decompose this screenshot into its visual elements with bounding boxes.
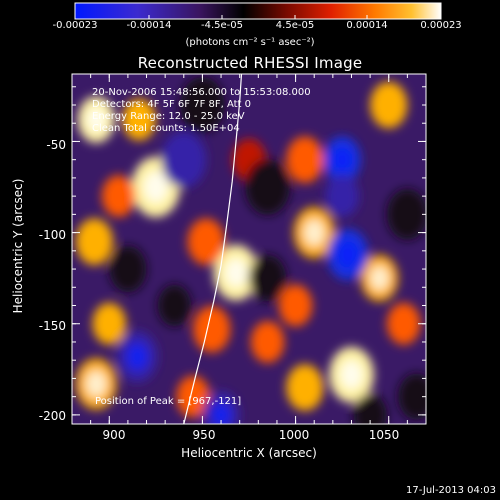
negative-blob: [157, 284, 192, 327]
blob-core: [143, 171, 168, 203]
x-tick-label: 1000: [278, 428, 310, 442]
negative-blob: [249, 254, 287, 302]
axis-ticks: [71, 74, 427, 424]
emission-blob: [193, 305, 231, 353]
colorbar-tick-label: 0.00014: [346, 20, 388, 31]
x-tick-label: 1050: [368, 428, 400, 442]
emission-blob: [92, 302, 127, 345]
blob-core: [340, 360, 363, 390]
negative-blob: [386, 188, 426, 240]
colorbar-tick-label: 4.5e-05: [275, 20, 315, 31]
blob-core: [224, 258, 248, 288]
emission-blob: [250, 321, 285, 363]
info-detectors: Detectors: 4F 5F 6F 7F 8F, Att 0: [92, 99, 252, 110]
emission-blob: [122, 98, 156, 141]
image-area: [72, 74, 426, 424]
plot-title: Reconstructed RHESSI Image: [137, 54, 363, 72]
colorbar-tick-label: -4.5e-05: [201, 20, 243, 31]
x-tick-label: 950: [192, 428, 216, 442]
colorbar-ticks: [74, 15, 442, 19]
negative-blob: [398, 373, 426, 420]
plot-frame: [71, 73, 427, 425]
blob-core: [126, 343, 148, 370]
x-tick-label: 900: [102, 428, 126, 442]
x-axis-label: Heliocentric X (arcsec): [181, 446, 317, 460]
blob-core: [85, 370, 107, 398]
blob-core: [332, 147, 352, 172]
negative-blob: [180, 77, 225, 133]
info-time-range: 20-Nov-2006 15:48:56.000 to 15:53:08.000: [92, 87, 311, 98]
blob-core: [86, 107, 106, 132]
timestamp: 17-Jul-2013 04:03: [405, 485, 496, 496]
y-tick-label: -150: [38, 319, 66, 333]
emission-blob: [278, 284, 313, 327]
solar-limb-line: [183, 74, 243, 424]
y-axis-label: Heliocentric Y (arcsec): [11, 178, 25, 314]
colorbar-tick-label: 0.00023: [420, 20, 462, 31]
peak-position-label: Position of Peak = [967,-121]: [95, 396, 242, 407]
intensity-blobs: [75, 77, 426, 424]
colorbar-tick-label: -0.00023: [52, 20, 98, 31]
info-clean: Clean Total counts: 1.50E+04: [92, 123, 240, 134]
blob-core: [303, 219, 325, 246]
negative-blob: [245, 159, 290, 215]
emission-blob: [75, 218, 113, 265]
negative-blob: [325, 175, 359, 218]
blob-core: [211, 402, 231, 424]
emission-blob: [286, 364, 324, 411]
emission-blob: [286, 136, 324, 183]
y-tick-label: -100: [38, 228, 66, 242]
emission-blob: [386, 302, 421, 345]
emission-blob: [187, 218, 225, 265]
blob-core: [370, 266, 389, 291]
emission-blob: [176, 375, 210, 418]
emission-blob: [370, 81, 408, 129]
y-tick-label: -50: [46, 138, 66, 152]
negative-blob: [161, 131, 207, 188]
colorbar-unit-label: (photons cm⁻² s⁻¹ asec⁻²): [185, 37, 315, 48]
negative-blob: [353, 393, 387, 424]
y-tick-label: -200: [38, 409, 66, 423]
blob-core: [337, 241, 358, 268]
emission-blob: [101, 175, 136, 218]
colorbar-tick-label: -0.00014: [126, 20, 172, 31]
colorbar: [74, 2, 442, 20]
negative-blob: [109, 245, 147, 293]
info-energy-range: Energy Range: 12.0 - 25.0 keV: [92, 111, 245, 122]
